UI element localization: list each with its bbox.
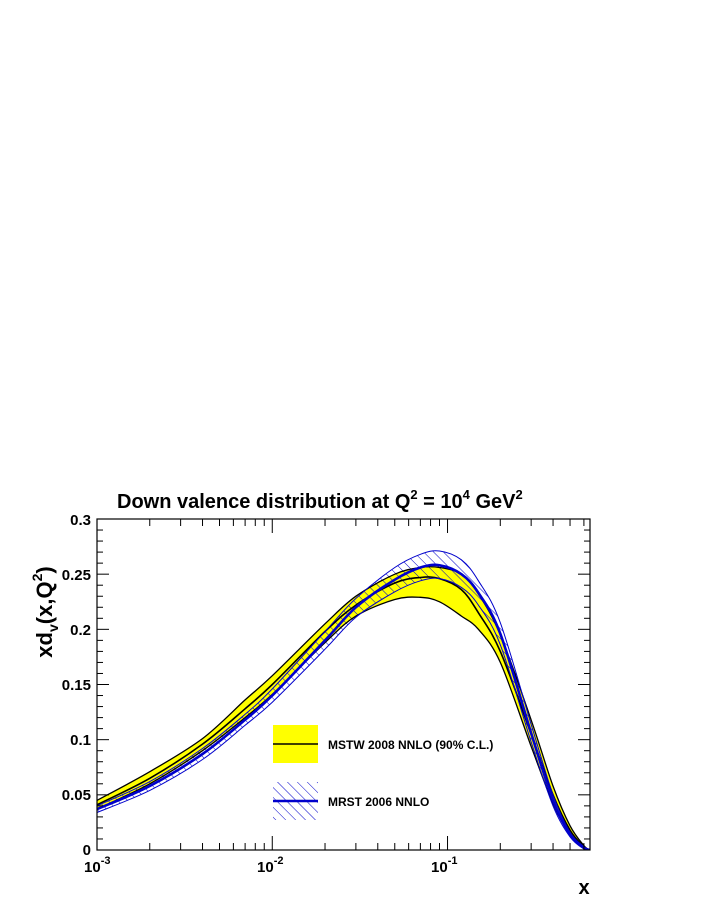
y-tick-label: 0.15 bbox=[62, 677, 91, 694]
y-tick-label: 0.3 bbox=[70, 512, 91, 529]
y-tick-label: 0.2 bbox=[70, 622, 91, 639]
mrst-lower-line bbox=[97, 577, 590, 850]
legend: MSTW 2008 NNLO (90% C.L.) MRST 2006 NNLO bbox=[273, 725, 493, 820]
legend-label-mrst: MRST 2006 NNLO bbox=[328, 795, 429, 809]
mrst-central-line bbox=[97, 563, 590, 850]
x-axis-label: x bbox=[578, 877, 589, 899]
legend-label-mstw: MSTW 2008 NNLO (90% C.L.) bbox=[328, 738, 493, 752]
chart-title: Down valence distribution at Q2 = 104 Ge… bbox=[117, 487, 523, 513]
x-tick-label: 10-2 bbox=[257, 855, 283, 876]
y-axis-label: xdv(x,Q2) bbox=[29, 566, 61, 657]
y-tick-label: 0.25 bbox=[62, 567, 91, 584]
mstw-upper-line bbox=[97, 566, 590, 850]
mrst-upper-line bbox=[97, 550, 590, 850]
x-tick-label: 10-1 bbox=[431, 855, 457, 876]
y-tick-label: 0.1 bbox=[70, 732, 91, 749]
mstw-lower-line bbox=[97, 596, 590, 850]
y-tick-label: 0 bbox=[83, 842, 91, 859]
x-tick-label: 10-3 bbox=[84, 855, 110, 876]
y-tick-label: 0.05 bbox=[62, 787, 91, 804]
